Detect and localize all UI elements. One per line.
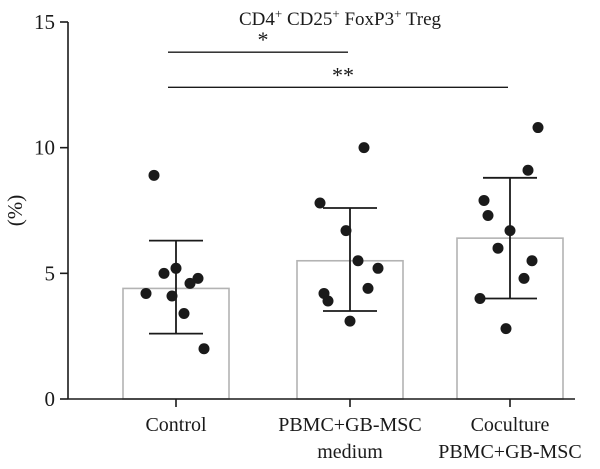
data-point <box>198 343 210 355</box>
x-tick-label: Control <box>145 414 207 436</box>
data-point <box>492 242 504 254</box>
data-point <box>192 272 204 284</box>
x-tick-label: Coculture <box>471 414 550 436</box>
y-tick-label: 15 <box>34 10 55 34</box>
data-point <box>518 272 530 284</box>
x-tick-label: medium <box>317 441 383 463</box>
y-tick-label: 5 <box>45 261 56 285</box>
data-point <box>322 295 334 307</box>
data-point <box>314 197 326 209</box>
significance-label: ** <box>332 62 354 87</box>
data-point <box>482 210 494 222</box>
y-tick-label: 0 <box>45 387 56 411</box>
x-tick-label: PBMC+GB-MSC <box>438 441 582 463</box>
data-point <box>158 267 170 279</box>
data-point <box>344 315 356 327</box>
data-point <box>140 287 152 299</box>
data-point <box>526 255 538 267</box>
data-point <box>340 225 352 237</box>
significance-label: * <box>258 27 269 52</box>
data-point <box>522 164 534 176</box>
y-tick-label: 10 <box>34 136 55 160</box>
y-axis-label: (%) <box>3 195 27 226</box>
data-point <box>166 290 178 302</box>
x-tick-label: PBMC+GB-MSC <box>278 414 422 436</box>
data-point <box>178 308 190 320</box>
data-point <box>352 255 364 267</box>
data-point <box>362 282 374 294</box>
data-point <box>148 169 160 181</box>
data-point <box>372 262 384 274</box>
data-point <box>500 323 512 335</box>
chart-title: CD4+ CD25+ FoxP3+ Treg <box>239 6 442 30</box>
data-point <box>184 277 196 289</box>
data-point <box>532 122 544 134</box>
data-point <box>358 142 370 154</box>
data-point <box>478 194 490 206</box>
data-point <box>474 292 486 304</box>
